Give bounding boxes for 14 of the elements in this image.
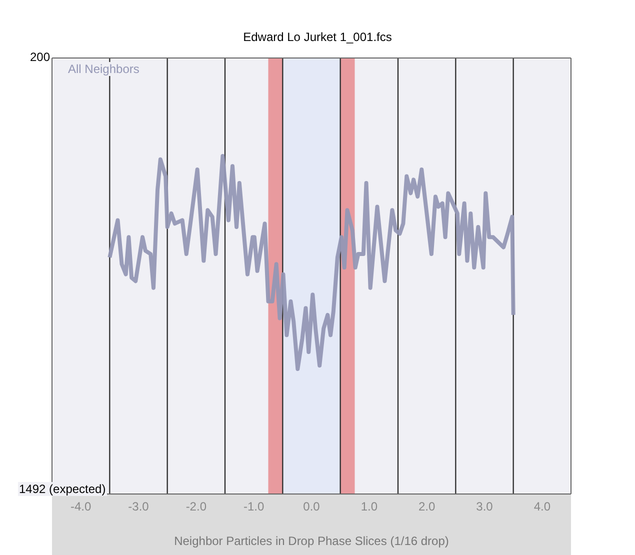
chart-title: Edward Lo Jurket 1_001.fcs — [242, 30, 393, 44]
text: All Neighbors — [66, 62, 142, 76]
x-tick-label: 0.0 — [303, 500, 320, 514]
x-tick-label: -2.0 — [186, 500, 207, 514]
text: 200 — [30, 50, 50, 64]
x-axis-title: Neighbor Particles in Drop Phase Slices (1/16 drop) — [174, 534, 449, 548]
x-tick-label: 3.0 — [476, 500, 494, 514]
annotation: 1492 (expected) — [18, 482, 107, 496]
x-tick-label: 2.0 — [418, 500, 436, 514]
x-tick-label: 4.0 — [534, 500, 551, 514]
x-tick-label: -3.0 — [128, 500, 150, 514]
x-tick-label: -1.0 — [243, 500, 264, 514]
x-tick-label: -4.0 — [70, 500, 92, 514]
x-tick-label: 1.0 — [360, 500, 378, 514]
